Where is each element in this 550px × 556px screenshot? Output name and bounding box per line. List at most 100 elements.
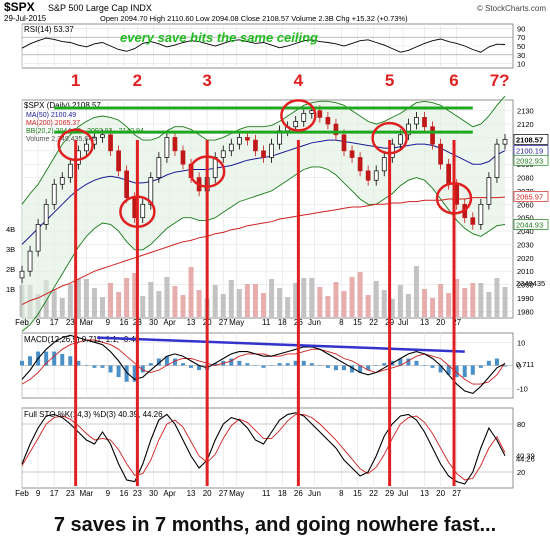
x-tick-label: 9 <box>36 489 41 498</box>
macd-histogram-bar <box>293 360 298 366</box>
macd-histogram-bar <box>68 356 73 366</box>
macd-histogram-bar <box>398 358 403 366</box>
x-tick-label: 26 <box>294 489 303 498</box>
stochastic-k-line <box>21 412 506 485</box>
x-tick-label: 18 <box>278 318 287 327</box>
rsi-tick-label: 30 <box>517 51 525 60</box>
candle-body <box>245 137 250 141</box>
tick-labels: FebFeb9917172323MarMar99161623233030AprA… <box>6 24 549 498</box>
candle-body <box>140 203 146 219</box>
x-tick-label: 22 <box>369 489 378 498</box>
candle-body <box>19 270 25 279</box>
save-number: 2 <box>133 71 142 90</box>
rsi-tick-label: 70 <box>517 33 525 42</box>
candle-body <box>446 163 451 185</box>
volume-bar <box>470 283 476 317</box>
volume-tag: 2349435 <box>516 279 545 288</box>
rsi-line <box>21 37 506 53</box>
x-tick-label: Jul <box>398 489 408 498</box>
candle-body <box>108 134 113 152</box>
x-tick-label: 11 <box>262 318 271 327</box>
macd-histogram-bar <box>213 363 218 366</box>
volume-bar <box>438 284 444 317</box>
x-tick-label: Mar <box>80 318 94 327</box>
volume-bar <box>389 299 395 317</box>
x-tick-label: Jul <box>398 318 408 327</box>
candle-body <box>373 170 379 181</box>
macd-histogram-bar <box>261 365 266 368</box>
macd-histogram-bar <box>52 351 57 366</box>
macd-histogram-bar <box>462 365 467 378</box>
stochastic-label: Full STO %K(14,3) %D(3) 40.39, 44.26 <box>24 410 163 419</box>
price-tag: 2108.57 <box>516 135 543 144</box>
price-tick-label: 2030 <box>517 240 534 249</box>
volume-bar <box>75 279 81 317</box>
candle-body <box>341 134 347 152</box>
volume-bar <box>196 290 202 317</box>
chart-name: S&P 500 Large Cap INDX <box>48 3 152 13</box>
volume-bar <box>212 285 218 317</box>
save-number: 6 <box>449 71 458 90</box>
macd-histogram-bar <box>301 360 306 366</box>
volume-bar <box>67 284 73 317</box>
candle-body <box>317 110 323 118</box>
candle-body <box>220 150 226 158</box>
macd-histogram-bar <box>414 360 419 366</box>
x-tick-label: 9 <box>106 489 111 498</box>
macd-histogram-bar <box>197 365 202 371</box>
volume-bar <box>108 283 114 317</box>
candle-body <box>357 157 363 172</box>
volume-bar <box>269 279 275 317</box>
stochastic-tick-label: 80 <box>517 420 525 429</box>
candle-body <box>156 157 162 178</box>
x-tick-label: 8 <box>339 489 344 498</box>
macd-histogram-bar <box>164 356 169 366</box>
price-tag: 2065.97 <box>516 192 543 201</box>
x-tick-label: 13 <box>420 489 429 498</box>
x-tick-label: 16 <box>120 489 129 498</box>
volume-bar <box>124 278 130 317</box>
macd-histogram-bar <box>28 356 33 366</box>
volume-tick-label: 3B <box>6 245 15 254</box>
price-tick-label: 1990 <box>517 294 534 303</box>
macd-histogram-bar <box>132 365 137 382</box>
candle-body <box>100 134 105 138</box>
stochastic-panel <box>21 407 514 489</box>
candle-body <box>84 143 89 152</box>
candle-body <box>333 123 339 136</box>
price-tick-label: 2060 <box>517 200 534 209</box>
x-tick-label: 18 <box>278 489 287 498</box>
volume-bar <box>446 293 452 317</box>
x-tick-label: 9 <box>36 318 41 327</box>
volume-bar <box>132 273 138 317</box>
volume-bar <box>309 278 315 317</box>
x-tick-label: 15 <box>353 318 362 327</box>
x-tick-label: 9 <box>106 318 111 327</box>
volume-bar <box>494 278 500 317</box>
x-tick-label: Feb <box>15 489 29 498</box>
macd-histogram-bar <box>277 363 282 366</box>
x-tick-label: May <box>229 318 244 327</box>
save-number: 7? <box>490 71 510 90</box>
volume-bar <box>180 295 186 317</box>
x-tick-label: 23 <box>133 489 142 498</box>
macd-histogram-bar <box>92 365 97 368</box>
x-tick-label: 20 <box>436 318 445 327</box>
x-tick-label: 22 <box>369 318 378 327</box>
x-tick-label: 27 <box>452 318 461 327</box>
volume-bar <box>261 293 266 317</box>
volume-bar <box>236 289 242 317</box>
volume-tick-label: 1B <box>6 285 15 294</box>
macd-histogram-bar <box>446 365 451 375</box>
volume-bar <box>357 272 363 317</box>
volume-bar <box>365 295 371 317</box>
save-number: 1 <box>71 71 80 90</box>
save-circle <box>280 99 317 132</box>
x-tick-label: 30 <box>149 318 158 327</box>
macd-histogram-bar <box>140 365 145 373</box>
candle-body <box>406 123 411 136</box>
macd-histogram-bar <box>76 360 81 366</box>
volume-bar <box>91 288 97 317</box>
stochastic-tag: 40.39 <box>516 452 535 461</box>
